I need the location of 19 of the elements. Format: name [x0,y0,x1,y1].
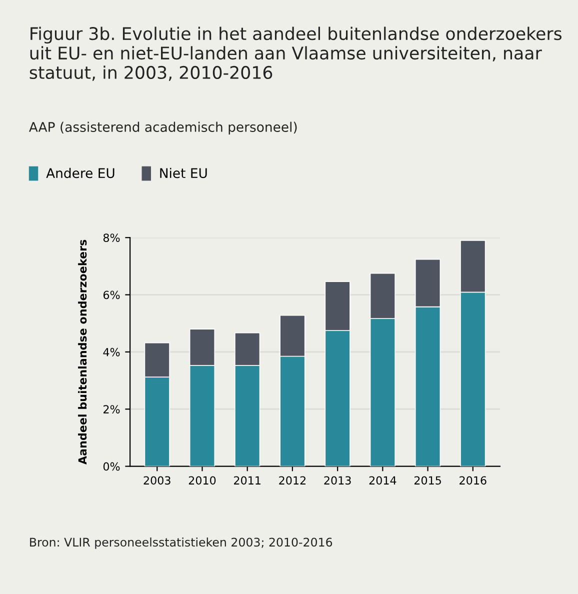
chart-title: Figuur 3b. Evolutie in het aandeel buitenlandse onderzoekers uit EU- en niet-EU-landen aan Vlaamse universiteiten, naar statuut, in 2003, 2010-2016 [30,26,562,81]
text: Bron: VLIR personeelsstatistieken 2003; 2010-2016 [30,538,332,549]
x-tick-label: 2013 [324,476,351,485]
x-tick-label: 2003 [144,476,170,485]
y-tick-label: 2% [104,405,120,414]
x-tick-label: 2015 [414,476,441,485]
x-tick-label: 2011 [234,476,260,485]
y-axis-title: Aandeel buitenlandse onderzoekers [78,240,87,464]
x-tick-label: 2014 [369,476,396,485]
x-tick-label: 2010 [188,476,216,485]
legend-label: Andere EU [46,168,114,178]
x-tick-label: 2012 [279,476,306,485]
legend-label: Niet EU [160,168,207,178]
y-tick-label: 4% [103,348,120,356]
y-tick-label: 6% [103,290,120,300]
x-tick-label: 2016 [460,476,486,485]
y-tick-label: 8% [103,234,120,242]
chart-subtitle: AAP (assisterend academisch personeel) [29,122,297,135]
y-tick-label: 0% [103,462,120,471]
